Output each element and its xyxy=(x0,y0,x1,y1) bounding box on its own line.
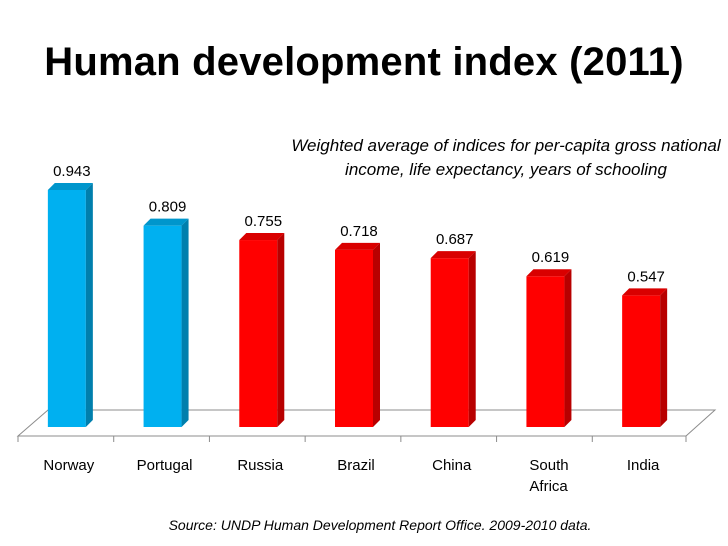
bar-front xyxy=(47,190,86,427)
category-label: Brazil xyxy=(337,457,375,474)
data-label: 0.687 xyxy=(436,231,474,248)
bar-side xyxy=(181,218,189,427)
bar-brazil xyxy=(335,242,380,427)
bar-side xyxy=(660,288,668,427)
data-label: 0.809 xyxy=(149,199,187,216)
bar-top xyxy=(622,288,668,296)
data-label: 0.755 xyxy=(245,213,283,230)
bar-top xyxy=(239,233,285,241)
bar-side xyxy=(277,233,285,427)
data-label: 0.619 xyxy=(532,249,570,266)
bar-front xyxy=(239,240,278,427)
bar-front xyxy=(143,225,182,427)
category-label: China xyxy=(432,457,472,474)
bar-south-africa xyxy=(526,269,572,427)
bar-front xyxy=(430,258,469,427)
bar-top xyxy=(526,269,572,277)
data-label: 0.718 xyxy=(340,223,378,240)
category-label: South Africa xyxy=(529,457,568,495)
bar-side xyxy=(373,242,380,427)
bar-india xyxy=(622,288,668,427)
bar-top xyxy=(430,251,476,259)
bar-front xyxy=(622,295,661,427)
chart-title: Human development index (2011) xyxy=(44,40,684,84)
bar-front xyxy=(526,276,565,427)
bar-portugal xyxy=(143,218,189,427)
category-label: India xyxy=(627,457,660,474)
category-axis: Norway Portugal Russia Brazil China South Afri… xyxy=(17,436,687,495)
chart-subtitle: Weighted average of indices for per-capi… xyxy=(291,136,721,179)
bar-side xyxy=(85,183,93,427)
bar-russia xyxy=(239,233,285,427)
category-label: Norway xyxy=(43,457,94,474)
data-label: 0.547 xyxy=(627,268,665,285)
chart-source-note: Source: UNDP Human Development Report Of… xyxy=(168,517,592,533)
bar-side xyxy=(468,251,476,427)
category-label: Russia xyxy=(237,457,284,474)
bar-front xyxy=(335,249,373,427)
bar-norway xyxy=(47,183,93,427)
bar-series: 0.943 0.809 0.755 0.718 0.687 0.619 0.547 xyxy=(47,163,668,427)
bar-side xyxy=(564,269,572,427)
bar-china xyxy=(430,251,476,427)
bar-top xyxy=(143,218,189,226)
data-label: 0.943 xyxy=(53,163,91,180)
bar-top xyxy=(335,242,380,250)
bar-top xyxy=(47,183,93,190)
category-label: Portugal xyxy=(137,457,193,474)
